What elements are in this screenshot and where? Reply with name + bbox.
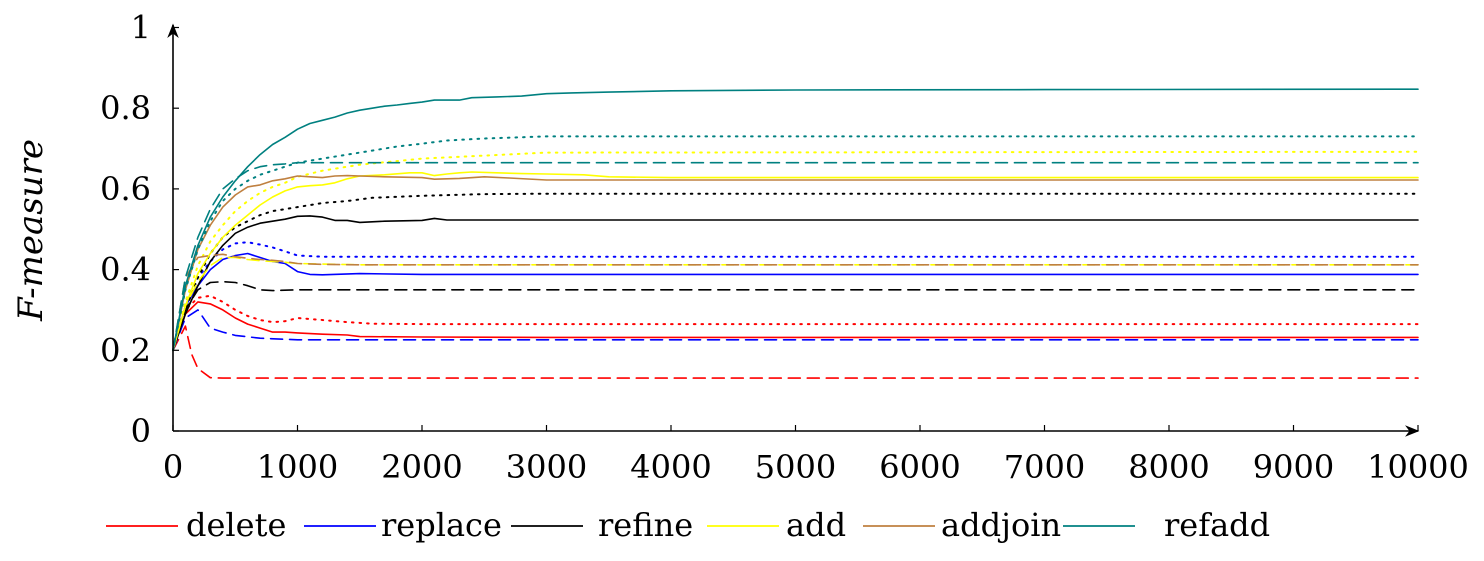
- y-tick-label: 0: [131, 412, 151, 450]
- x-tick-label: 10000: [1367, 448, 1469, 486]
- y-axis-label: F-measure: [11, 139, 51, 322]
- legend-label-addjoin: addjoin: [941, 506, 1061, 544]
- y-tick-label: 0.8: [100, 89, 151, 127]
- series-line-addjoin-solid: [172, 174, 1419, 352]
- x-tick-label: 6000: [879, 448, 960, 486]
- y-tick-label: 0.6: [100, 170, 151, 208]
- legend-label-refadd: refadd: [1164, 506, 1270, 544]
- series-line-delete-dashed: [172, 325, 1419, 379]
- series-line-replace-dashed: [172, 309, 1419, 352]
- x-ticks: 0 1000 2000 3000 4000 5000 6000 7000 8000 9000 100…: [163, 425, 1469, 486]
- y-tick-label: 0.4: [100, 251, 151, 289]
- x-tick-label: 5000: [755, 448, 836, 486]
- series-line-replace-dotted: [172, 241, 1419, 352]
- y-ticks: 0 0.2 0.4 0.6 0.8 1: [100, 9, 179, 450]
- legend-label-replace: replace: [381, 506, 502, 544]
- series-line-refadd-solid: [172, 88, 1419, 352]
- series-line-add-solid: [172, 171, 1419, 352]
- x-tick-label: 7000: [1004, 448, 1085, 486]
- x-tick-label: 4000: [630, 448, 711, 486]
- legend-label-delete: delete: [186, 506, 286, 544]
- series-line-delete-solid: [172, 301, 1419, 352]
- x-tick-label: 1000: [257, 448, 338, 486]
- series-line-add-dotted: [172, 150, 1419, 352]
- y-tick-label: 1: [131, 9, 151, 47]
- series-line-refine-dotted: [172, 192, 1419, 352]
- series-line-replace-solid: [172, 252, 1419, 352]
- x-tick-label: 8000: [1128, 448, 1209, 486]
- y-tick-label: 0.2: [100, 331, 151, 369]
- series-line-addjoin-dashed: [172, 253, 1419, 352]
- series-line-refine-solid: [172, 215, 1419, 352]
- series-layer: [172, 88, 1419, 379]
- series-line-refine-dashed: [172, 280, 1419, 352]
- legend: delete replace refine add addjoin refadd: [106, 506, 1270, 544]
- series-line-refadd-dotted: [172, 135, 1419, 352]
- x-tick-label: 0: [163, 448, 183, 486]
- x-tick-label: 9000: [1253, 448, 1334, 486]
- x-tick-label: 2000: [381, 448, 462, 486]
- legend-label-refine: refine: [598, 506, 693, 544]
- legend-label-add: add: [786, 506, 846, 544]
- series-line-delete-dotted: [172, 294, 1419, 352]
- x-tick-label: 3000: [506, 448, 587, 486]
